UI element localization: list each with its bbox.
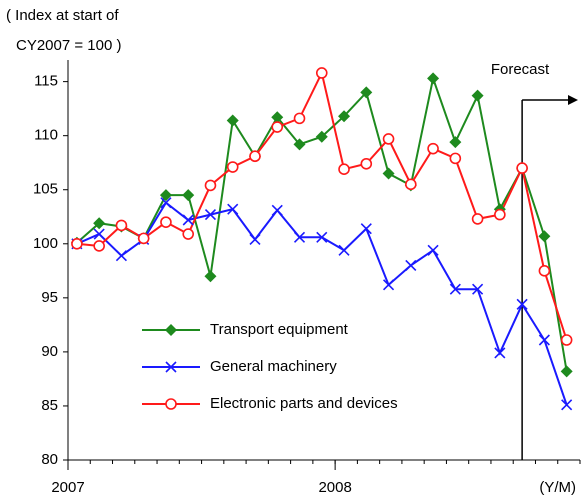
- marker: [472, 283, 484, 295]
- marker: [271, 121, 284, 133]
- marker: [226, 161, 239, 173]
- marker: [538, 334, 550, 346]
- forecast-arrowhead: [568, 95, 578, 105]
- marker: [382, 167, 395, 180]
- legend-label: Electronic parts and devices: [210, 395, 398, 412]
- marker: [271, 204, 283, 216]
- marker: [516, 162, 528, 174]
- y-tick-label: 85: [41, 397, 58, 414]
- marker: [449, 152, 462, 165]
- marker: [160, 216, 172, 228]
- y-axis-label: ( Index at start of: [6, 7, 119, 24]
- marker: [338, 244, 350, 256]
- marker: [315, 130, 328, 143]
- y-tick-label: 90: [41, 343, 58, 360]
- marker: [494, 347, 506, 359]
- y-tick-label: 95: [41, 289, 58, 306]
- marker: [338, 163, 350, 175]
- marker: [382, 133, 395, 145]
- marker: [249, 233, 261, 246]
- marker: [115, 219, 128, 232]
- marker: [449, 136, 462, 149]
- x-axis-unit: (Y/M): [539, 479, 576, 496]
- marker: [427, 142, 439, 155]
- marker: [159, 189, 172, 202]
- marker: [182, 214, 194, 226]
- marker: [182, 228, 195, 240]
- marker: [182, 189, 195, 202]
- marker: [315, 67, 328, 79]
- marker: [561, 399, 573, 411]
- marker: [560, 334, 573, 346]
- marker: [93, 228, 105, 240]
- marker: [405, 259, 417, 271]
- y-tick-label: 80: [41, 451, 58, 468]
- marker: [137, 232, 150, 245]
- y-tick-label: 115: [34, 73, 58, 90]
- marker: [115, 250, 127, 262]
- marker: [338, 110, 351, 123]
- y-axis-label: CY2007 = 100 ): [16, 37, 122, 54]
- forecast-label: Forecast: [491, 61, 550, 78]
- marker: [471, 89, 484, 102]
- marker: [382, 279, 395, 291]
- marker: [427, 244, 439, 256]
- marker: [449, 283, 461, 295]
- y-tick-label: 105: [33, 181, 58, 198]
- marker: [494, 208, 506, 221]
- marker: [427, 72, 440, 85]
- marker: [204, 179, 217, 192]
- marker: [293, 138, 306, 151]
- marker: [226, 114, 239, 127]
- marker: [93, 217, 106, 230]
- y-tick-label: 110: [34, 127, 58, 144]
- marker: [165, 361, 177, 373]
- legend-label: Transport equipment: [210, 321, 349, 338]
- marker: [538, 230, 551, 243]
- marker: [360, 223, 372, 235]
- marker: [360, 157, 373, 170]
- series-line: [76, 70, 568, 341]
- marker: [538, 265, 551, 277]
- marker: [360, 86, 373, 99]
- marker: [204, 209, 217, 221]
- marker: [204, 270, 217, 283]
- marker: [165, 324, 177, 336]
- marker: [160, 197, 172, 209]
- legend-label: General machinery: [210, 358, 337, 375]
- marker: [93, 240, 105, 252]
- marker: [71, 237, 83, 250]
- marker: [471, 213, 484, 225]
- marker: [316, 231, 328, 243]
- marker: [293, 231, 306, 243]
- y-tick-label: 100: [33, 235, 58, 252]
- marker: [227, 203, 239, 215]
- marker: [271, 111, 284, 124]
- x-tick-label: 2007: [51, 479, 84, 496]
- marker: [293, 112, 306, 125]
- marker: [516, 298, 528, 310]
- x-tick-label: 2008: [318, 479, 351, 496]
- marker: [249, 150, 261, 163]
- marker: [165, 398, 177, 410]
- marker: [405, 178, 417, 191]
- marker: [560, 365, 573, 378]
